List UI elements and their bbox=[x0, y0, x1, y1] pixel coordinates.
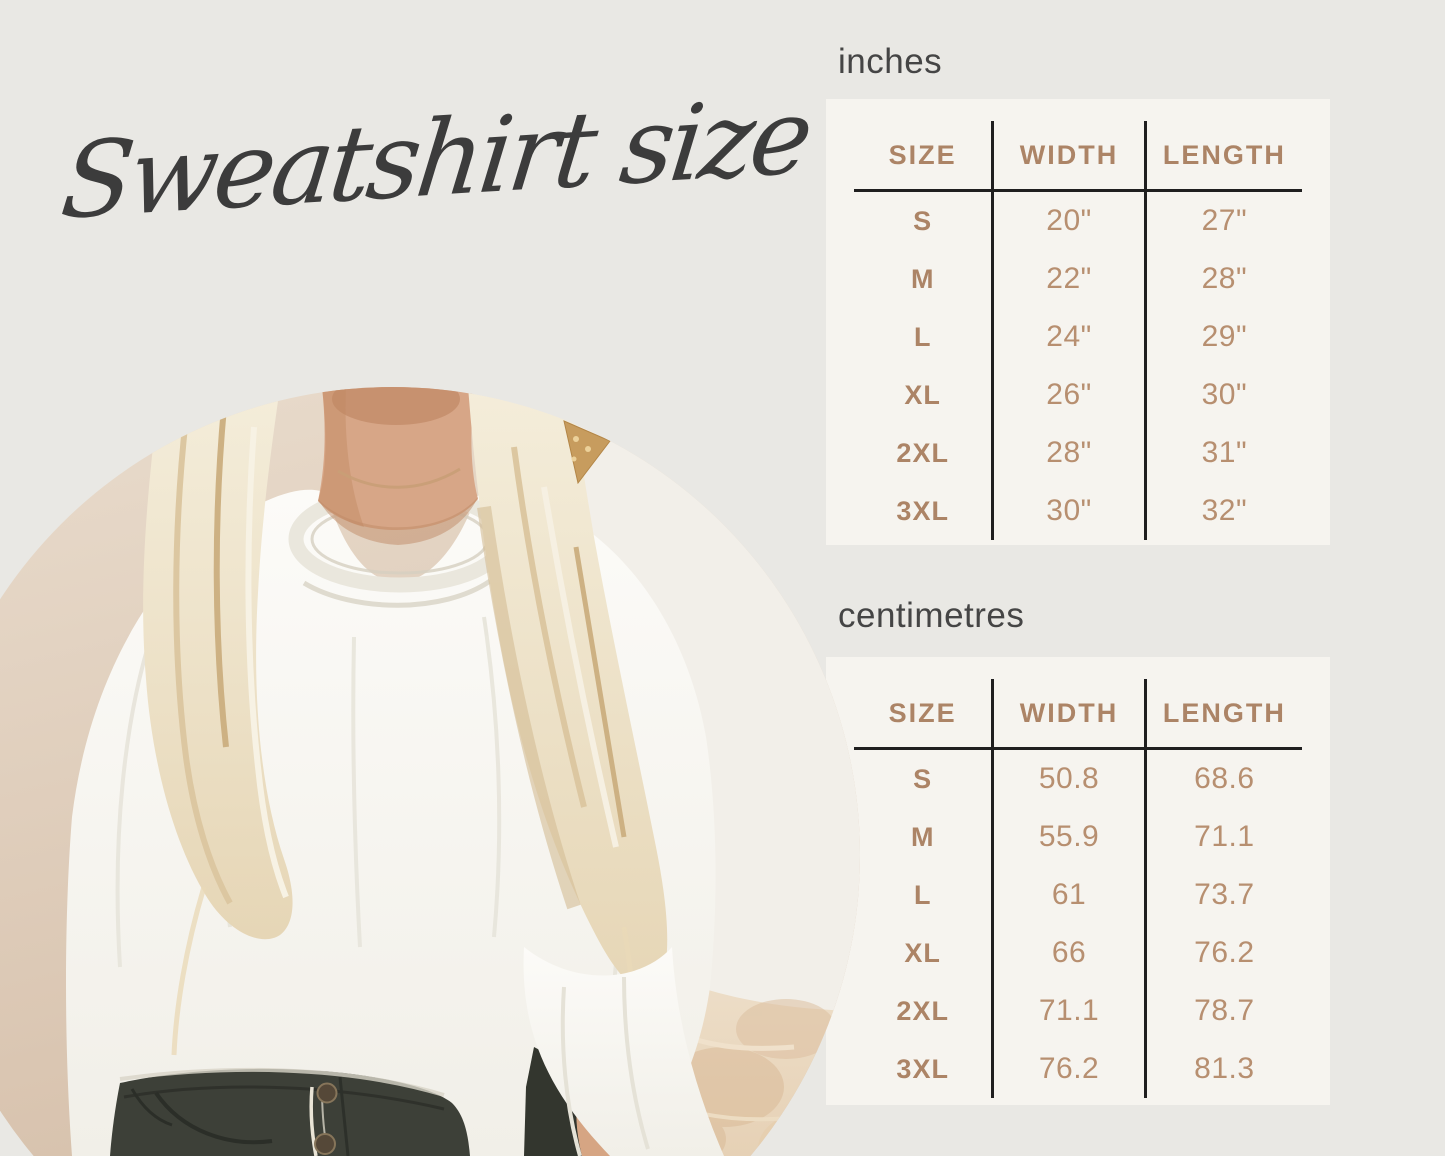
size-row-s: S 20" 27" bbox=[854, 190, 1302, 250]
blonde-hair-left bbox=[143, 387, 293, 1056]
width-value-cell: 71.1 bbox=[991, 982, 1146, 1040]
drawstring bbox=[309, 1086, 318, 1156]
size-row-3xl: 3XL 76.2 81.3 bbox=[854, 1040, 1302, 1098]
width-value-cell: 30" bbox=[991, 482, 1146, 540]
length-value-cell: 30" bbox=[1143, 366, 1302, 424]
centimetres-section-label: centimetres bbox=[838, 596, 1025, 635]
chin-shadow bbox=[332, 387, 460, 425]
size-label-cell: M bbox=[910, 263, 935, 294]
size-label-cell: 3XL bbox=[896, 1053, 949, 1084]
inches-section-label: inches bbox=[838, 42, 943, 81]
size-row-m: M 55.9 71.1 bbox=[854, 808, 1302, 866]
size-label-cell: 2XL bbox=[896, 437, 949, 468]
header-row: SIZE WIDTH LENGTH bbox=[854, 679, 1302, 750]
column-header-size: SIZE bbox=[854, 679, 993, 750]
size-label-cell: S bbox=[913, 763, 933, 794]
width-value-cell: 50.8 bbox=[991, 748, 1146, 808]
width-value-cell: 26" bbox=[991, 366, 1146, 424]
size-row-xl: XL 66 76.2 bbox=[854, 924, 1302, 982]
width-value-cell: 55.9 bbox=[991, 808, 1146, 866]
size-label-cell: M bbox=[910, 821, 935, 852]
inches-size-table: SIZE WIDTH LENGTH S 20" 27" M 22" 28" L 24" 29" XL 2… bbox=[854, 121, 1302, 540]
length-value-cell: 68.6 bbox=[1143, 748, 1302, 808]
column-header-width: WIDTH bbox=[991, 679, 1146, 750]
jean-button bbox=[316, 1082, 338, 1104]
size-row-s: S 50.8 68.6 bbox=[854, 748, 1302, 808]
column-header-length: LENGTH bbox=[1143, 121, 1302, 192]
length-value-cell: 76.2 bbox=[1143, 924, 1302, 982]
size-row-2xl: 2XL 71.1 78.7 bbox=[854, 982, 1302, 1040]
width-value-cell: 22" bbox=[991, 250, 1146, 308]
jean-button bbox=[314, 1133, 336, 1155]
centimetres-table-card: SIZE WIDTH LENGTH S 50.8 68.6 M 55.9 71.1 L 61 73.… bbox=[826, 657, 1330, 1105]
size-label-cell: S bbox=[913, 205, 933, 236]
size-label-cell: XL bbox=[904, 379, 941, 410]
size-row-xl: XL 26" 30" bbox=[854, 366, 1302, 424]
column-header-length: LENGTH bbox=[1143, 679, 1302, 750]
size-row-l: L 24" 29" bbox=[854, 308, 1302, 366]
necklace bbox=[337, 467, 461, 489]
width-value-cell: 61 bbox=[991, 866, 1146, 924]
jeans-pocket-seam bbox=[154, 1091, 273, 1145]
size-label-cell: 3XL bbox=[896, 495, 949, 526]
width-value-cell: 24" bbox=[991, 308, 1146, 366]
size-row-3xl: 3XL 30" 32" bbox=[854, 482, 1302, 540]
size-label-cell: XL bbox=[904, 937, 941, 968]
gold-earring bbox=[563, 420, 611, 485]
width-value-cell: 28" bbox=[991, 424, 1146, 482]
header-row: SIZE WIDTH LENGTH bbox=[854, 121, 1302, 192]
width-value-cell: 20" bbox=[991, 190, 1146, 250]
centimetres-size-table: SIZE WIDTH LENGTH S 50.8 68.6 M 55.9 71.1 L 61 73.… bbox=[854, 679, 1302, 1098]
size-label-cell: L bbox=[913, 321, 932, 352]
column-header-size: SIZE bbox=[854, 121, 993, 192]
length-value-cell: 71.1 bbox=[1143, 808, 1302, 866]
model-photo bbox=[0, 387, 860, 1156]
page-title-script: Sweatshirt size bbox=[55, 74, 816, 243]
width-value-cell: 76.2 bbox=[991, 1040, 1146, 1098]
length-value-cell: 28" bbox=[1143, 250, 1302, 308]
size-label-cell: L bbox=[913, 879, 932, 910]
size-row-m: M 22" 28" bbox=[854, 250, 1302, 308]
length-value-cell: 78.7 bbox=[1143, 982, 1302, 1040]
inches-table-card: SIZE WIDTH LENGTH S 20" 27" M 22" 28" L 24" 29" XL 2… bbox=[826, 99, 1330, 545]
width-value-cell: 66 bbox=[991, 924, 1146, 982]
model-photo-illustration bbox=[0, 387, 860, 1156]
size-row-2xl: 2XL 28" 31" bbox=[854, 424, 1302, 482]
length-value-cell: 32" bbox=[1143, 482, 1302, 540]
length-value-cell: 29" bbox=[1143, 308, 1302, 366]
sweatshirt-right-sleeve bbox=[523, 947, 724, 1156]
length-value-cell: 27" bbox=[1143, 190, 1302, 250]
length-value-cell: 31" bbox=[1143, 424, 1302, 482]
neck bbox=[318, 387, 478, 545]
length-value-cell: 73.7 bbox=[1143, 866, 1302, 924]
column-header-width: WIDTH bbox=[991, 121, 1146, 192]
length-value-cell: 81.3 bbox=[1143, 1040, 1302, 1098]
size-label-cell: 2XL bbox=[896, 995, 949, 1026]
size-row-l: L 61 73.7 bbox=[854, 866, 1302, 924]
